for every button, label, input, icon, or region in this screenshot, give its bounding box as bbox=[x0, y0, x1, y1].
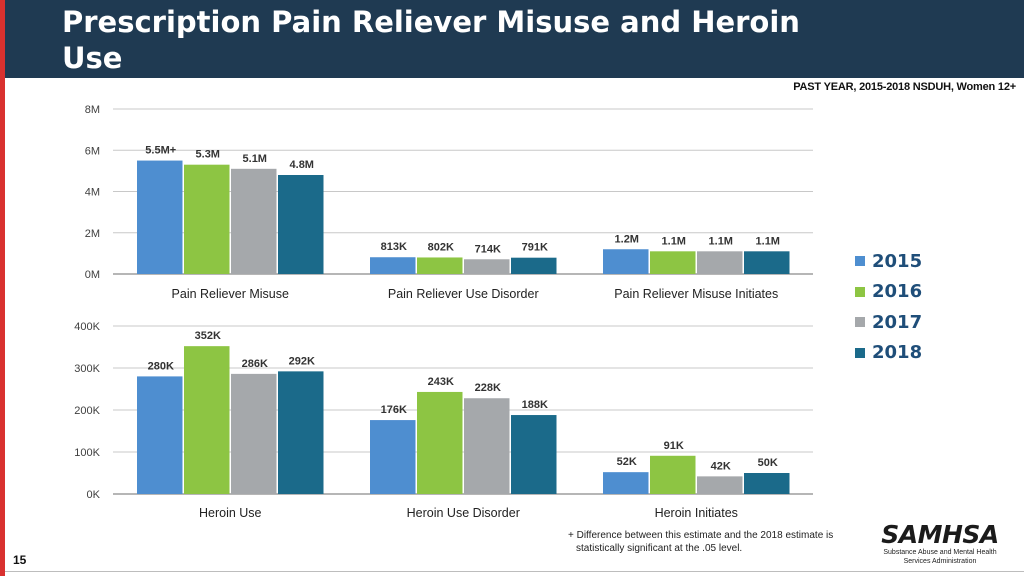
bar-1-0-2015 bbox=[137, 376, 183, 494]
page-title-line-1: Prescription Pain Reliever Misuse and He… bbox=[62, 5, 800, 75]
y-tick-label-1-0: 0K bbox=[87, 489, 101, 501]
legend-item-2016: 2016 bbox=[855, 277, 922, 308]
data-label-0-2-2017: 1.1M bbox=[709, 235, 733, 247]
category-label-1-0: Heroin Use bbox=[199, 506, 262, 520]
bar-0-2-2015 bbox=[603, 249, 649, 274]
data-label-0-0-2018: 4.8M bbox=[290, 159, 314, 171]
data-label-0-2-2016: 1.1M bbox=[662, 235, 686, 247]
bar-1-1-2017 bbox=[464, 398, 510, 494]
y-tick-label-1-4: 400K bbox=[74, 321, 100, 333]
y-tick-label-1-2: 200K bbox=[74, 405, 100, 417]
data-label-0-1-2015: 813K bbox=[381, 241, 407, 253]
data-label-1-1-2018: 188K bbox=[522, 399, 548, 411]
y-tick-label-0-0: 0M bbox=[85, 269, 100, 281]
logo-subtitle-line-2: Services Administration bbox=[903, 558, 977, 565]
data-label-1-1-2016: 243K bbox=[428, 376, 454, 388]
data-label-1-1-2015: 176K bbox=[381, 404, 407, 416]
category-label-1-2: Heroin Initiates bbox=[655, 506, 738, 520]
footnote-line-2: statistically significant at the .05 lev… bbox=[576, 543, 743, 554]
bar-1-1-2016 bbox=[417, 391, 463, 494]
page-title-line-2: among Women bbox=[62, 77, 305, 111]
data-label-1-2-2018: 50K bbox=[758, 457, 778, 469]
legend-label-2017: 2017 bbox=[872, 311, 923, 333]
bar-1-0-2016 bbox=[184, 346, 230, 494]
page-number: 15 bbox=[13, 553, 27, 567]
bar-0-1-2015 bbox=[370, 257, 416, 274]
logo-subtitle-line-1: Substance Abuse and Mental Health bbox=[883, 549, 997, 556]
data-label-0-0-2015: 5.5M+ bbox=[145, 145, 176, 157]
bar-0-1-2018 bbox=[511, 257, 557, 274]
data-label-0-1-2016: 802K bbox=[428, 241, 454, 253]
legend-swatch-2017 bbox=[855, 317, 865, 328]
legend-label-2018: 2018 bbox=[872, 342, 923, 364]
bar-0-2-2018 bbox=[744, 251, 790, 274]
chart-subtitle: PAST YEAR, 2015-2018 NSDUH, Women 12+ bbox=[793, 81, 1016, 93]
bar-0-0-2018 bbox=[278, 175, 324, 274]
legend-item-2018: 2018 bbox=[855, 338, 922, 369]
bar-1-2-2015 bbox=[603, 472, 649, 494]
data-label-0-2-2015: 1.2M bbox=[615, 233, 639, 245]
data-label-1-0-2018: 292K bbox=[289, 355, 315, 367]
bar-1-2-2018 bbox=[744, 473, 790, 494]
bar-0-2-2016 bbox=[650, 251, 696, 274]
y-tick-label-0-1: 2M bbox=[85, 228, 100, 240]
category-label-0-0: Pain Reliever Misuse bbox=[172, 287, 289, 301]
bottom-divider bbox=[5, 571, 1024, 572]
bar-0-1-2016 bbox=[417, 257, 463, 274]
data-label-0-0-2017: 5.1M bbox=[243, 153, 267, 165]
data-label-0-0-2016: 5.3M bbox=[196, 149, 220, 161]
samhsa-logo: SAMHSA Substance Abuse and Mental Health… bbox=[880, 522, 1000, 566]
bar-1-1-2015 bbox=[370, 420, 416, 494]
data-label-0-2-2018: 1.1M bbox=[756, 235, 780, 247]
legend-item-2017: 2017 bbox=[855, 307, 922, 338]
legend-item-2015: 2015 bbox=[855, 246, 922, 277]
data-label-1-2-2015: 52K bbox=[617, 456, 637, 468]
bar-0-0-2015 bbox=[137, 160, 183, 274]
logo-wordmark: SAMHSA bbox=[881, 520, 999, 549]
bar-1-0-2018 bbox=[278, 371, 324, 494]
footnote: + Difference between this estimate and t… bbox=[568, 529, 868, 555]
data-label-0-1-2018: 791K bbox=[522, 242, 548, 254]
data-label-0-1-2017: 714K bbox=[475, 243, 501, 255]
bar-0-0-2016 bbox=[184, 164, 230, 274]
header-banner bbox=[5, 0, 1024, 78]
left-accent-bar bbox=[0, 0, 5, 576]
legend-swatch-2016 bbox=[855, 286, 865, 297]
y-tick-label-0-4: 8M bbox=[85, 104, 100, 116]
category-label-0-1: Pain Reliever Use Disorder bbox=[388, 287, 539, 301]
bar-1-2-2016 bbox=[650, 455, 696, 494]
bar-1-2-2017 bbox=[697, 476, 743, 494]
category-label-0-2: Pain Reliever Misuse Initiates bbox=[614, 287, 778, 301]
bar-1-1-2018 bbox=[511, 415, 557, 494]
data-label-1-2-2016: 91K bbox=[664, 440, 684, 452]
y-tick-label-1-1: 100K bbox=[74, 447, 100, 459]
data-label-1-0-2016: 352K bbox=[195, 330, 221, 342]
y-tick-label-0-3: 6M bbox=[85, 145, 100, 157]
footnote-line-1: + Difference between this estimate and t… bbox=[568, 530, 834, 541]
bar-0-1-2017 bbox=[464, 259, 510, 274]
y-tick-label-1-3: 300K bbox=[74, 363, 100, 375]
legend-swatch-2018 bbox=[855, 347, 865, 358]
legend-label-2016: 2016 bbox=[872, 281, 923, 303]
legend-swatch-2015 bbox=[855, 256, 865, 267]
bar-0-2-2017 bbox=[697, 251, 743, 274]
bar-1-0-2017 bbox=[231, 373, 277, 494]
page-title: Prescription Pain Reliever Misuse and He… bbox=[62, 4, 862, 112]
y-tick-label-0-2: 4M bbox=[85, 187, 100, 199]
bar-0-0-2017 bbox=[231, 168, 277, 274]
legend: 2015 2016 2017 2018 bbox=[855, 246, 922, 368]
category-label-1-1: Heroin Use Disorder bbox=[407, 506, 520, 520]
data-label-1-2-2017: 42K bbox=[711, 460, 731, 472]
data-label-1-0-2015: 280K bbox=[148, 360, 174, 372]
legend-label-2015: 2015 bbox=[872, 250, 923, 272]
data-label-1-0-2017: 286K bbox=[242, 358, 268, 370]
data-label-1-1-2017: 228K bbox=[475, 382, 501, 394]
